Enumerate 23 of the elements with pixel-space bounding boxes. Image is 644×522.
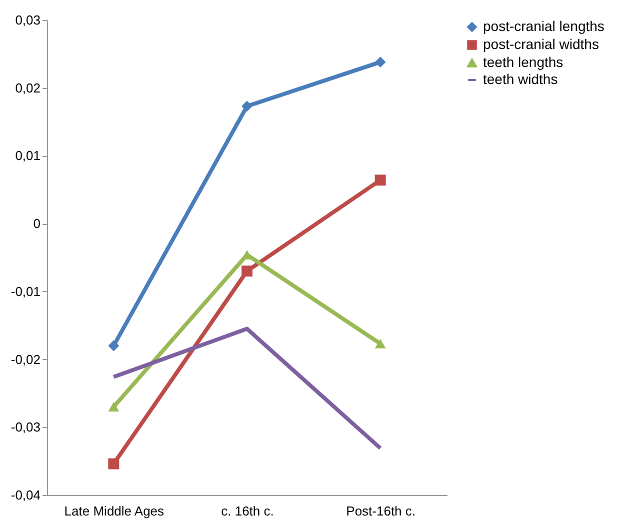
y-tick-label: -0,01	[10, 284, 40, 299]
point	[108, 340, 120, 352]
point	[108, 458, 120, 470]
x-tick-label: Post-16th c.	[346, 504, 416, 518]
point	[374, 338, 386, 348]
point	[108, 402, 120, 412]
point	[374, 174, 386, 186]
legend-label: teeth lengths	[483, 54, 564, 70]
y-tick-label: 0	[33, 216, 40, 232]
x-tick-label: c. 16th c.	[221, 504, 274, 518]
y-tick-label: -0,03	[10, 420, 40, 435]
point	[374, 56, 386, 68]
y-tick-label: -0,04	[10, 488, 40, 502]
legend-label: post-cranial widths	[483, 36, 599, 52]
y-tick-label: -0,02	[10, 352, 40, 367]
y-tick-label: 0,02	[15, 80, 40, 96]
point	[242, 266, 252, 277]
legend-label: post-cranial lengths	[483, 18, 604, 34]
x-tick-label: Late Middle Ages	[64, 504, 165, 518]
legend-label: teeth widths	[483, 71, 558, 87]
point	[242, 100, 252, 112]
y-tick-label: 0,01	[15, 148, 40, 164]
y-tick-label: 0,03	[15, 12, 40, 28]
